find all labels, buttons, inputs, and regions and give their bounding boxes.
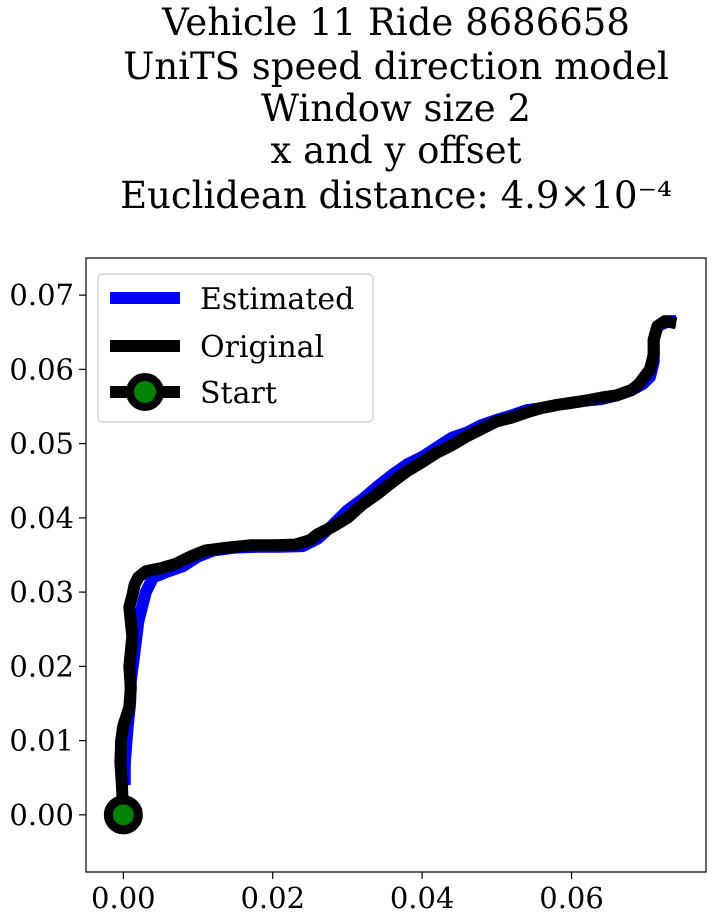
legend-start-marker [126, 373, 164, 411]
legend-original-label: Original [200, 330, 324, 365]
legend: Estimated Original Start [97, 273, 374, 423]
title-line-4: x and y offset [271, 129, 522, 172]
start-marker [103, 795, 143, 835]
title-line-3: Window size 2 [261, 87, 531, 130]
legend-start-label: Start [200, 376, 277, 411]
title-line-2: UniTS speed direction model [123, 45, 669, 88]
x-tick-label: 0.04 [390, 881, 455, 915]
title-line-1: Vehicle 11 Ride 8686658 [161, 1, 630, 44]
y-tick-label: 0.05 [9, 427, 74, 461]
y-tick-label: 0.00 [9, 798, 74, 832]
y-tick-label: 0.02 [9, 649, 74, 683]
legend-estimated-label: Estimated [200, 282, 354, 317]
chart-title: Vehicle 11 Ride 8686658 UniTS speed dire… [120, 1, 672, 217]
y-tick-label: 0.06 [9, 352, 74, 386]
y-tick-label: 0.04 [9, 501, 74, 535]
y-tick-label: 0.07 [9, 278, 74, 312]
x-axis: 0.00 0.02 0.04 0.06 [91, 872, 604, 915]
legend-box [97, 273, 374, 423]
y-axis: 0.00 0.01 0.02 0.03 0.04 0.05 0.06 0.07 [9, 278, 86, 832]
series-layer [103, 315, 678, 835]
x-tick-label: 0.06 [539, 881, 604, 915]
x-tick-label: 0.02 [240, 881, 305, 915]
y-tick-label: 0.01 [9, 724, 74, 758]
x-tick-label: 0.00 [91, 881, 156, 915]
title-line-5: Euclidean distance: 4.9×10⁻⁴ [120, 174, 672, 217]
y-tick-label: 0.03 [9, 575, 74, 609]
series-original [114, 315, 678, 816]
